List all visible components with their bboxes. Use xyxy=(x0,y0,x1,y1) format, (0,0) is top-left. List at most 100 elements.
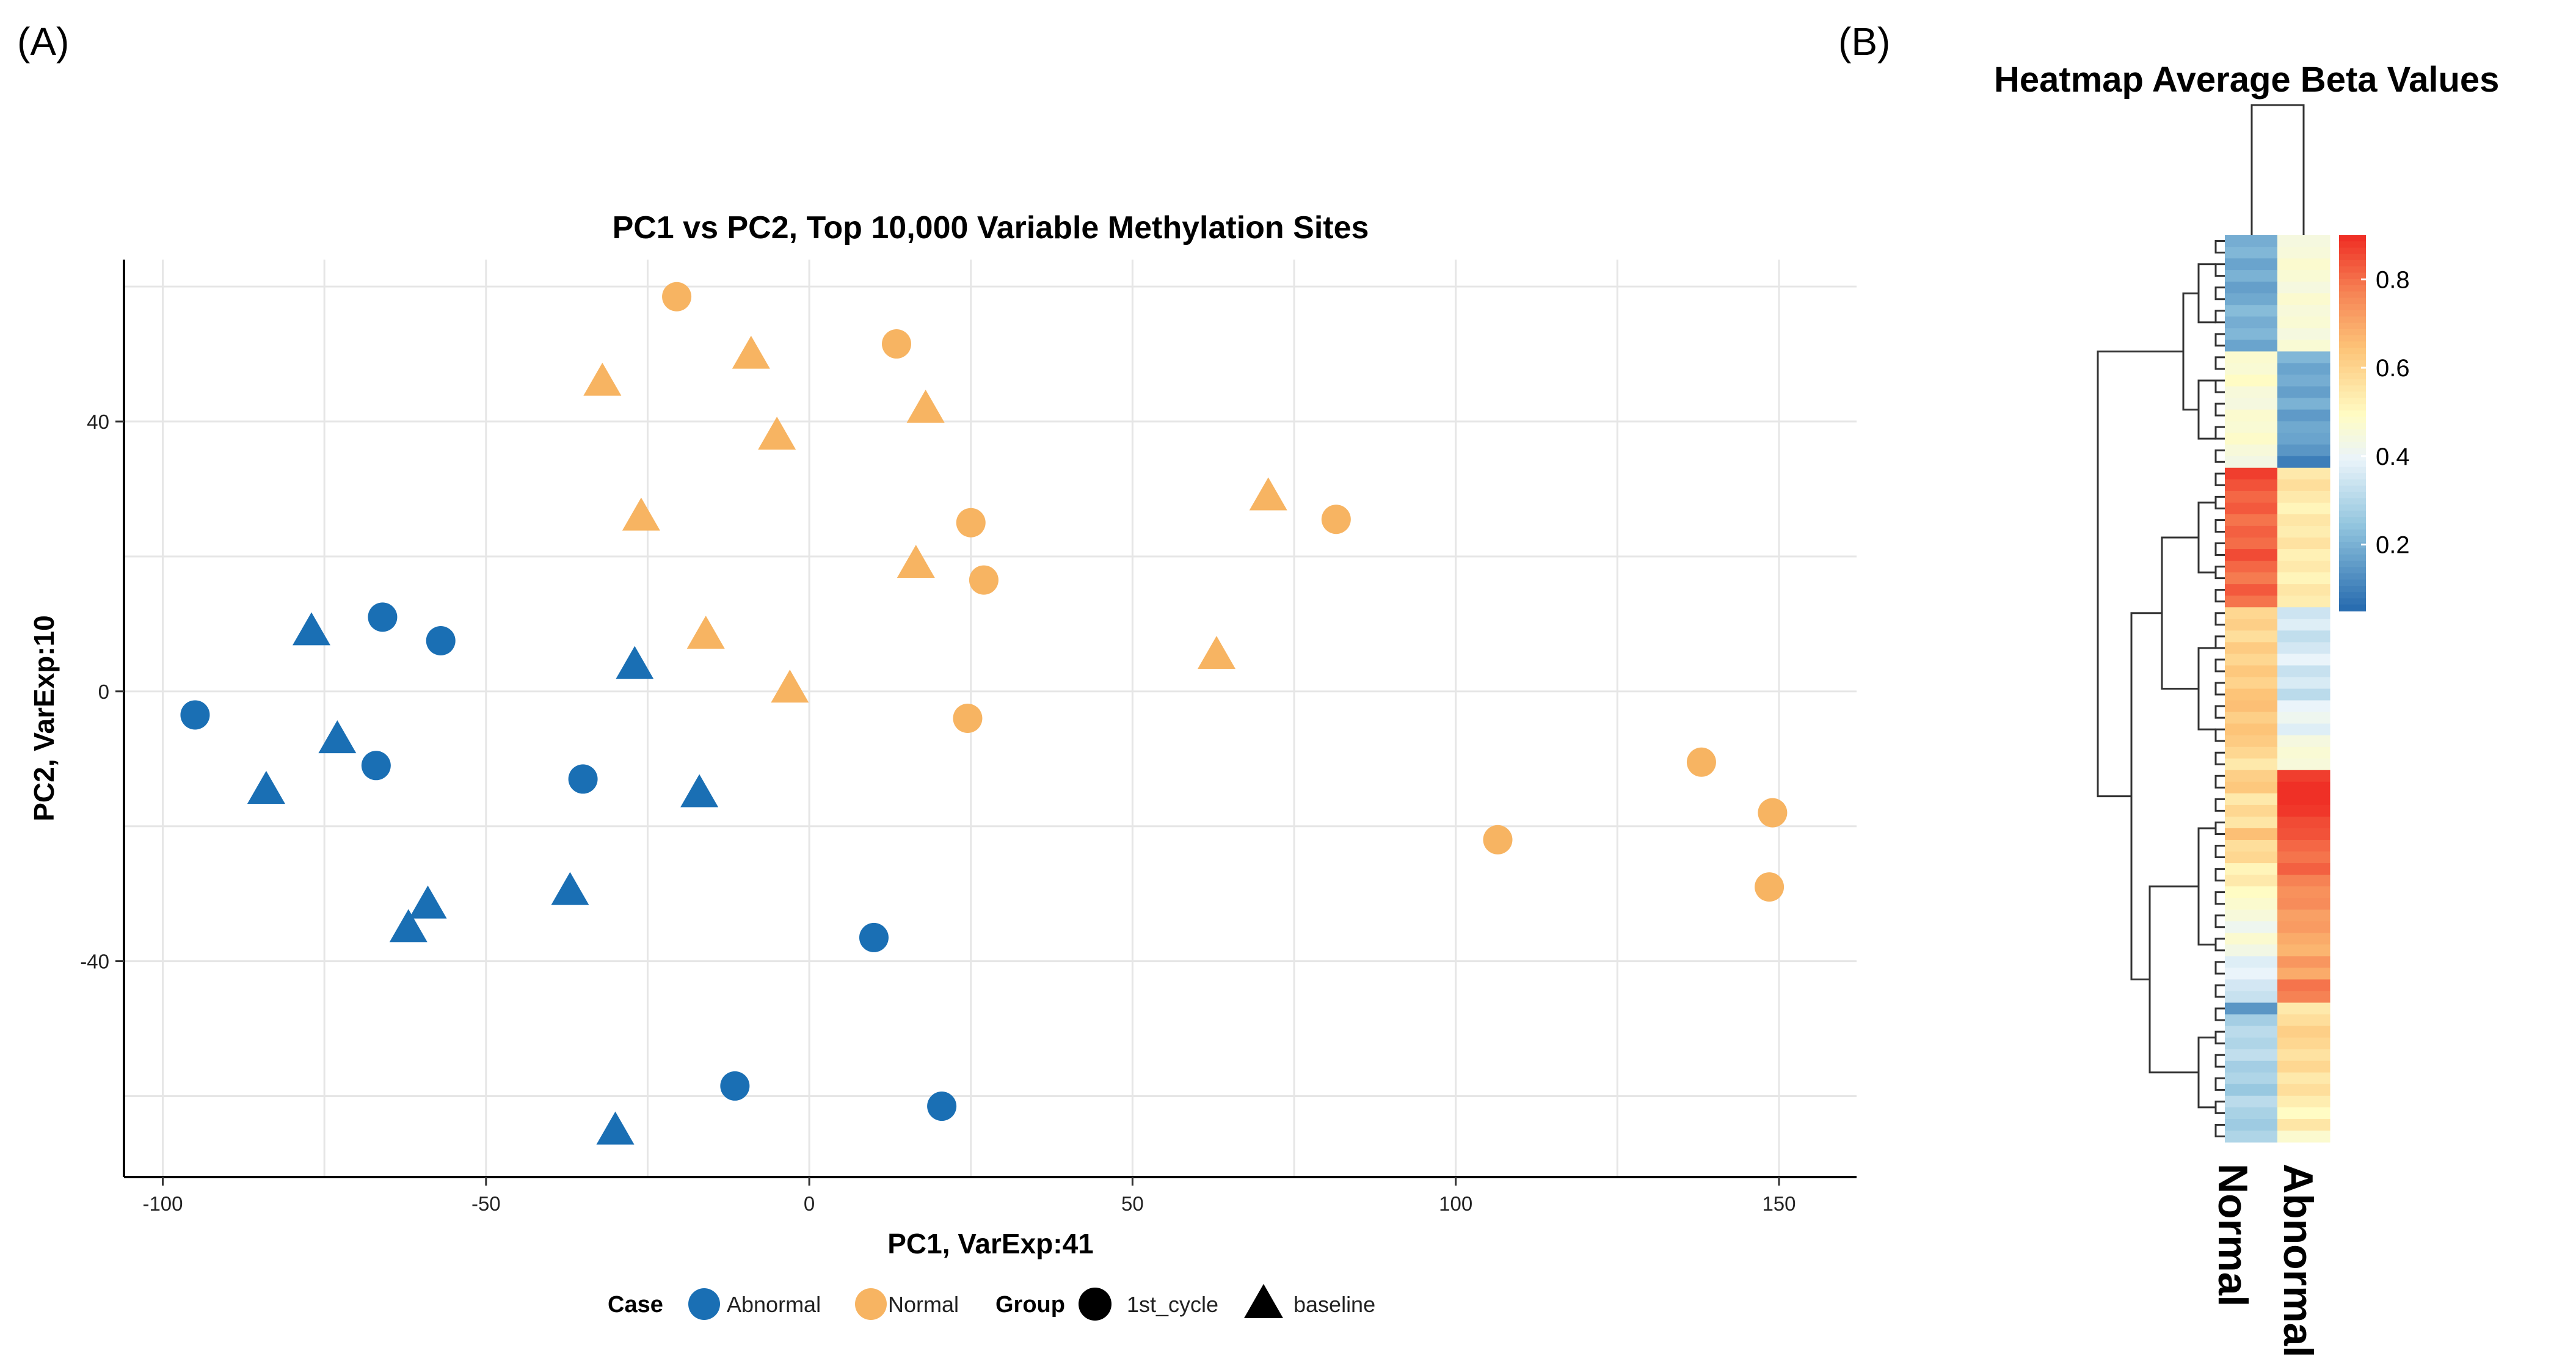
colorbar-segment xyxy=(2339,586,2366,593)
dendrogram-branch xyxy=(2214,728,2225,742)
colorbar-segment xyxy=(2339,536,2366,543)
heatmap-cell xyxy=(2277,409,2330,422)
dendrogram-branch xyxy=(2214,589,2225,603)
legend-baseline-label: baseline xyxy=(1293,1292,1375,1317)
data-point-circle xyxy=(1758,798,1788,828)
heatmap-cell xyxy=(2225,898,2278,910)
heatmap-cell xyxy=(2277,863,2330,875)
heatmap-cell xyxy=(2225,258,2278,271)
pca-scatter-chart: PC1 vs PC2, Top 10,000 Variable Methylat… xyxy=(28,210,1857,1321)
heatmap-cell xyxy=(2225,607,2278,619)
legend-abnormal-marker xyxy=(688,1288,720,1320)
y-tick-label: 40 xyxy=(87,410,109,433)
colorbar-segment xyxy=(2339,604,2366,611)
heatmap-cell xyxy=(2225,549,2278,561)
heatmap-cell xyxy=(2225,933,2278,945)
colorbar-segment xyxy=(2339,592,2366,599)
dendrogram-branch xyxy=(2214,333,2225,347)
dendrogram-branch xyxy=(2214,1123,2225,1137)
data-point-circle xyxy=(882,329,912,359)
colorbar-segment xyxy=(2339,354,2366,361)
heatmap-cell xyxy=(2277,340,2330,352)
colorbar-segment xyxy=(2339,417,2366,424)
heatmap-cell xyxy=(2225,910,2278,922)
heatmap-cell xyxy=(2225,374,2278,387)
heatmap-cell xyxy=(2277,247,2330,259)
legend-normal-marker xyxy=(855,1288,887,1320)
data-point-triangle xyxy=(389,909,428,942)
heatmap-cell xyxy=(2277,444,2330,457)
data-point-circle xyxy=(1686,747,1716,777)
heatmap-cell xyxy=(2225,1049,2278,1062)
heatmap-cell xyxy=(2277,305,2330,317)
heatmap-cell xyxy=(2225,525,2278,538)
heatmap-cell xyxy=(2277,712,2330,724)
dendrogram-branch xyxy=(2214,310,2225,324)
heatmap-cell xyxy=(2225,363,2278,375)
data-point-triangle xyxy=(897,544,935,578)
heatmap-cell xyxy=(2225,921,2278,933)
colorbar-segment xyxy=(2339,429,2366,436)
colorbar-segment xyxy=(2339,542,2366,549)
data-point-circle xyxy=(956,508,986,538)
heatmap-cell xyxy=(2277,351,2330,363)
heatmap-cell xyxy=(2225,1037,2278,1050)
dendrogram-branch xyxy=(2097,350,2183,798)
heatmap-cell xyxy=(2225,305,2278,317)
colorbar-segment xyxy=(2339,341,2366,349)
heatmap-cell xyxy=(2277,596,2330,608)
heatmap-cell xyxy=(2277,886,2330,899)
data-point-circle xyxy=(1483,825,1513,855)
data-point-triangle xyxy=(686,615,725,649)
heatmap-cell xyxy=(2225,235,2278,247)
heatmap-cell xyxy=(2225,1026,2278,1038)
data-point-circle xyxy=(953,704,983,733)
colorbar-segment xyxy=(2339,260,2366,268)
heatmap-cell xyxy=(2225,316,2278,329)
x-tick-label: 0 xyxy=(804,1192,815,1215)
heatmap-cell xyxy=(2225,584,2278,596)
heatmap-cell xyxy=(2277,642,2330,654)
colorbar-segment xyxy=(2339,442,2366,449)
dendrogram-branch xyxy=(2161,536,2199,690)
heatmap-cell xyxy=(2277,1026,2330,1038)
heatmap-cell xyxy=(2277,619,2330,631)
data-point-triangle xyxy=(318,720,357,754)
colorbar-segment xyxy=(2339,253,2366,261)
legend-group-title: Group xyxy=(995,1292,1065,1318)
heatmap-cell xyxy=(2225,886,2278,899)
x-tick-label: 100 xyxy=(1439,1192,1472,1215)
y-axis-title: PC2, VarExp:10 xyxy=(28,615,60,822)
dendrogram-branch xyxy=(2214,495,2225,509)
heatmap-cell xyxy=(2225,677,2278,689)
dendrogram-branch xyxy=(2197,379,2216,440)
legend-case-title: Case xyxy=(608,1292,663,1318)
heatmap-cell xyxy=(2225,1060,2278,1073)
dendrogram-branch xyxy=(2197,263,2216,324)
heatmap-cell xyxy=(2277,398,2330,410)
heatmap-cell xyxy=(2225,700,2278,713)
dendrogram-branch xyxy=(2214,612,2225,626)
colorbar-segment xyxy=(2339,436,2366,443)
data-point-circle xyxy=(720,1071,750,1101)
colorbar-segment xyxy=(2339,529,2366,536)
heatmap-cell xyxy=(2225,351,2278,363)
dendrogram-branch xyxy=(2214,1077,2225,1091)
data-point-triangle xyxy=(758,417,796,450)
colorbar-tick-label: 0.6 xyxy=(2376,355,2410,382)
heatmap-cell xyxy=(2277,991,2330,1004)
heatmap-cell xyxy=(2277,746,2330,759)
scatter-gridlines xyxy=(124,260,1857,1177)
dendrogram-branch xyxy=(2214,472,2225,486)
data-point-circle xyxy=(662,282,692,312)
heatmap-cell xyxy=(2277,1084,2330,1096)
colorbar-segment xyxy=(2339,392,2366,399)
dendrogram-branch xyxy=(2214,751,2225,765)
heatmap-cell xyxy=(2277,1002,2330,1015)
colorbar-segment xyxy=(2339,504,2366,511)
data-point-circle xyxy=(361,751,391,781)
heatmap-cell xyxy=(2225,572,2278,585)
heatmap-cell xyxy=(2277,270,2330,282)
series-abnormal-circle xyxy=(180,602,957,1121)
